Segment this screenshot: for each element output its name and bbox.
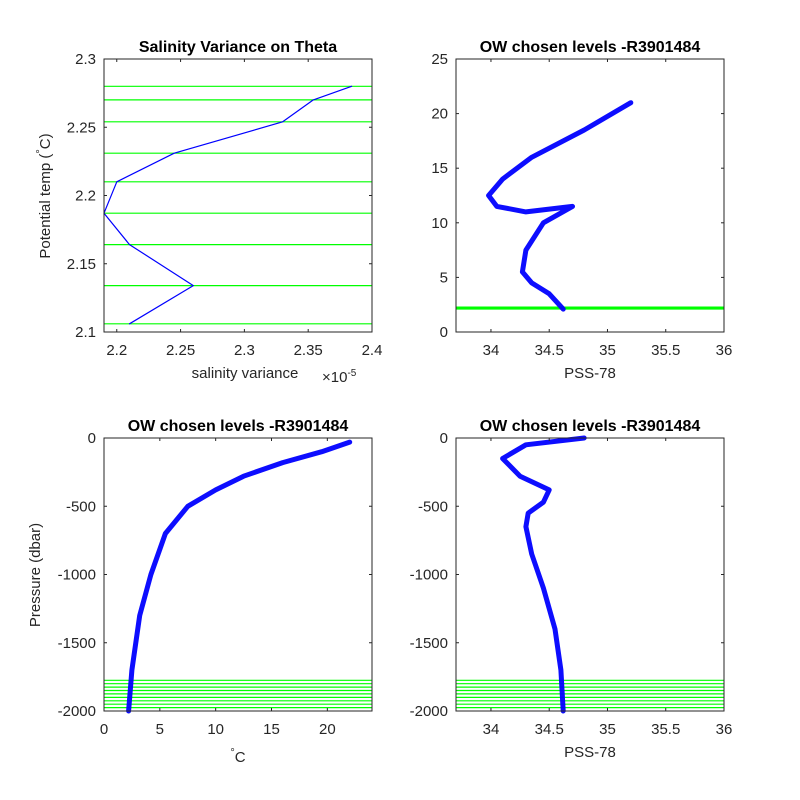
panel-4-y-tick-label: -1000 — [410, 567, 448, 584]
panel-3-x-label-degree: ° — [230, 747, 234, 759]
panel-4-y-tick-label: -2000 — [410, 703, 448, 720]
panel-pressure-vs-salinity: OW chosen levels -R3901484 PSS-78 34 34.5… — [410, 418, 733, 761]
panel-1-plot-area — [103, 85, 372, 325]
panel-3-x-tick-label: 15 — [263, 721, 280, 738]
panel-1-y-tick-label: 2.3 — [75, 51, 96, 68]
panel-1-y-tick-label: 2.15 — [67, 256, 96, 273]
panel-4-title: OW chosen levels -R3901484 — [480, 418, 701, 435]
panel-2-y-tick-label: 5 — [440, 269, 448, 286]
panel-1-y-tick-label: 2.1 — [75, 324, 96, 341]
panel-3-y-tick-label: -1500 — [58, 635, 96, 652]
panel-2-y-tick-label: 25 — [431, 51, 448, 68]
panel-1-y-tick-label: 2.2 — [75, 188, 96, 205]
panel-4-y-tick-label: -1500 — [410, 635, 448, 652]
panel-3-plot-area — [104, 439, 372, 714]
panel-2-y-tick-label: 0 — [440, 324, 448, 341]
panel-2-y-tick-label: 15 — [431, 160, 448, 177]
panel-4-y-tick-label: -500 — [418, 498, 448, 515]
panel-4-x-tick-label: 35 — [599, 721, 616, 738]
panel-1-x-tick-label: 2.25 — [166, 342, 195, 359]
panel-3-x-tick-label: 10 — [207, 721, 224, 738]
panel-3-x-axis-label: °C — [230, 747, 245, 766]
panel-1-y-axis-label: Potential temp (°C) — [35, 133, 54, 258]
panel-1-x-tick-label: 2.2 — [106, 342, 127, 359]
panel-1-y-label-degree: ° — [35, 149, 47, 153]
panel-3-x-tick-label: 0 — [100, 721, 108, 738]
panel-2-x-tick-label: 35 — [599, 342, 616, 359]
panel-1-x-tick-label: 2.35 — [294, 342, 323, 359]
panel-3-y-axis-label: Pressure (dbar) — [27, 523, 44, 627]
panel-1-y-label-suffix: C) — [37, 133, 54, 149]
panel-4-x-tick-label: 34.5 — [535, 721, 564, 738]
panel-2-axes-box — [455, 58, 725, 333]
panel-1-profile-line — [103, 85, 353, 325]
panel-3-x-label-unit: C — [235, 749, 246, 766]
panel-2-y-tick-label: 10 — [431, 215, 448, 232]
panel-theta-vs-salinity: OW chosen levels -R3901484 PSS-78 34 34.5… — [431, 39, 732, 382]
panel-3-y-tick-label: -1000 — [58, 567, 96, 584]
panel-4-x-tick-label: 34 — [483, 721, 500, 738]
panel-1-title: Salinity Variance on Theta — [139, 39, 337, 56]
panel-1-y-tick-label: 2.25 — [67, 119, 96, 136]
panel-3-title: OW chosen levels -R3901484 — [128, 418, 349, 435]
panel-3-y-tick-label: -500 — [66, 498, 96, 515]
panel-1-x-tick-label: 2.4 — [362, 342, 383, 359]
panel-4-x-axis-label: PSS-78 — [564, 744, 616, 761]
panel-2-title: OW chosen levels -R3901484 — [480, 39, 701, 56]
panel-salinity-variance: Salinity Variance on Theta salinity vari… — [35, 39, 382, 386]
panel-1-x-exponent: ×10-5 — [322, 368, 357, 386]
panel-2-x-tick-label: 36 — [716, 342, 733, 359]
panel-2-plot-area — [456, 100, 724, 312]
panel-4-x-tick-label: 35.5 — [651, 721, 680, 738]
panel-2-profile-line — [486, 100, 634, 312]
panel-3-x-tick-label: 20 — [319, 721, 336, 738]
panel-3-y-tick-label: -2000 — [58, 703, 96, 720]
panel-1-x-exponent-base: ×10 — [322, 369, 347, 386]
panel-1-x-exponent-power: -5 — [347, 368, 356, 379]
panel-4-profile-line — [500, 435, 587, 714]
panel-3-profile-line — [126, 439, 353, 714]
panel-1-x-axis-label: salinity variance — [192, 365, 299, 382]
panel-3-x-tick-label: 5 — [156, 721, 164, 738]
panel-2-x-tick-label: 35.5 — [651, 342, 680, 359]
panel-2-x-tick-label: 34 — [483, 342, 500, 359]
panel-4-plot-area — [456, 435, 724, 714]
panel-4-x-tick-label: 36 — [716, 721, 733, 738]
panel-1-y-label-prefix: Potential temp ( — [37, 154, 54, 259]
panel-pressure-vs-temperature: OW chosen levels -R3901484 °C Pressure (… — [27, 418, 373, 766]
panel-2-y-tick-label: 20 — [431, 106, 448, 123]
panel-1-x-tick-label: 2.3 — [234, 342, 255, 359]
panel-4-y-tick-label: 0 — [440, 430, 448, 447]
panel-2-x-axis-label: PSS-78 — [564, 365, 616, 382]
panel-2-x-tick-label: 34.5 — [535, 342, 564, 359]
panel-3-y-tick-label: 0 — [88, 430, 96, 447]
